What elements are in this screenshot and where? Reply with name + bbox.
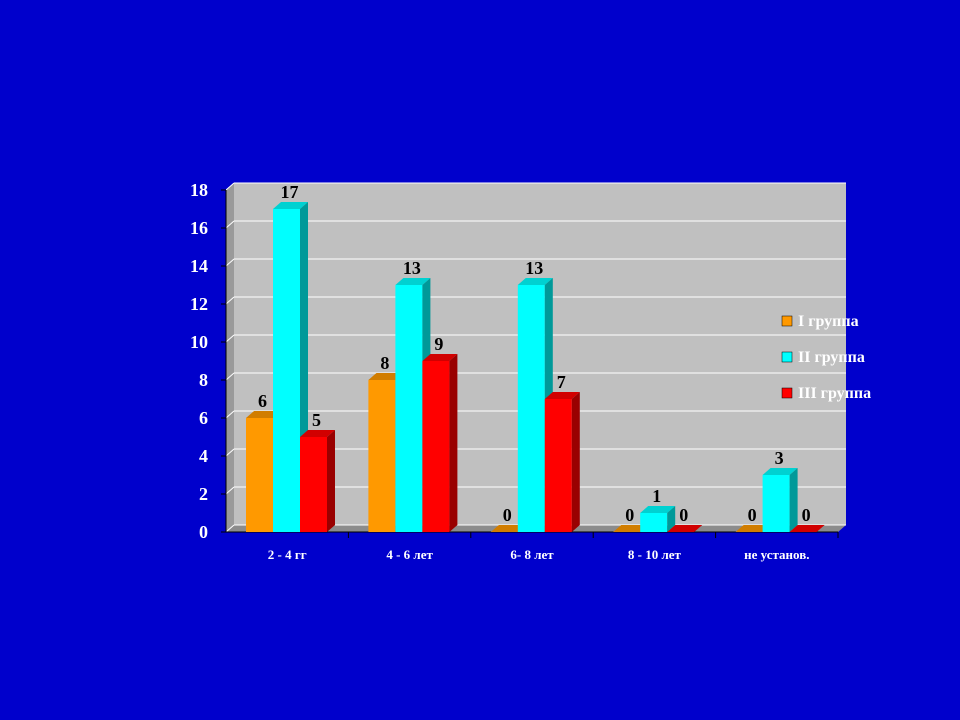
data-label: 0 bbox=[503, 505, 512, 525]
gridline-side bbox=[225, 258, 235, 267]
gridline-side bbox=[225, 296, 235, 305]
gridline-side bbox=[225, 182, 235, 191]
data-label: 0 bbox=[625, 505, 634, 525]
bar-front bbox=[273, 209, 300, 532]
y-tick-label: 16 bbox=[190, 218, 208, 238]
y-tick-label: 14 bbox=[190, 256, 208, 276]
bar-front bbox=[368, 380, 396, 532]
bar-top bbox=[517, 278, 553, 285]
y-tick-label: 12 bbox=[190, 294, 208, 314]
bar bbox=[300, 430, 335, 532]
x-category-label: 8 - 10 лет bbox=[628, 547, 682, 562]
bar-top bbox=[490, 525, 526, 532]
bar bbox=[762, 468, 798, 532]
bar bbox=[544, 392, 580, 532]
bar-front bbox=[300, 437, 327, 532]
bar bbox=[735, 525, 771, 532]
bar-side bbox=[449, 354, 458, 532]
data-label: 1 bbox=[652, 486, 661, 506]
y-tick-label: 0 bbox=[199, 522, 208, 542]
bar-top bbox=[422, 354, 458, 361]
bar-front bbox=[517, 285, 545, 532]
legend-swatch bbox=[781, 351, 793, 363]
bar-front bbox=[640, 513, 668, 532]
bar-top bbox=[762, 468, 798, 475]
y-tick-label: 6 bbox=[199, 408, 208, 428]
bar bbox=[422, 354, 458, 532]
x-category-label: 6- 8 лет bbox=[510, 547, 554, 562]
gridline-side bbox=[225, 220, 235, 229]
bar-top bbox=[368, 373, 404, 380]
plot-side-wall bbox=[226, 183, 234, 532]
x-axis-labels: 2 - 4 гг 4 - 6 лет 6- 8 лет 8 - 10 лет не ус… bbox=[268, 547, 810, 562]
data-label: 17 bbox=[281, 182, 299, 202]
bar-front bbox=[544, 399, 572, 532]
gridline-side bbox=[225, 486, 235, 495]
data-label: 5 bbox=[312, 410, 321, 430]
bar-top bbox=[789, 525, 825, 532]
bar bbox=[490, 525, 526, 532]
bar-side bbox=[571, 392, 580, 532]
y-tick-label: 2 bbox=[199, 484, 208, 504]
bar bbox=[789, 525, 825, 532]
legend-label: II группа bbox=[798, 349, 865, 366]
x-category-label: не установ. bbox=[744, 547, 809, 562]
legend: I группа II группа III группа bbox=[781, 313, 871, 402]
gridline-side bbox=[225, 410, 235, 419]
data-label: 0 bbox=[679, 505, 688, 525]
legend-swatch bbox=[781, 387, 793, 399]
bar-top bbox=[273, 202, 308, 209]
data-label: 0 bbox=[748, 505, 757, 525]
data-label: 6 bbox=[258, 391, 267, 411]
x-category-label: 2 - 4 гг bbox=[268, 547, 307, 562]
bar bbox=[613, 525, 649, 532]
bar-front bbox=[762, 475, 790, 532]
bar-front bbox=[422, 361, 450, 532]
data-label: 7 bbox=[557, 372, 566, 392]
bar-top bbox=[667, 525, 703, 532]
y-tick-label: 4 bbox=[199, 446, 208, 466]
data-label: 13 bbox=[403, 258, 421, 278]
bar-side bbox=[789, 468, 798, 532]
bar-top bbox=[395, 278, 431, 285]
bar bbox=[667, 525, 703, 532]
y-tick-label: 18 bbox=[190, 180, 208, 200]
gridline-side bbox=[225, 334, 235, 343]
bar-top bbox=[246, 411, 281, 418]
bar-top bbox=[613, 525, 649, 532]
legend-label: I группа bbox=[798, 313, 859, 330]
y-tick-label: 8 bbox=[199, 370, 208, 390]
gridline-side bbox=[225, 448, 235, 457]
bar-top bbox=[300, 430, 335, 437]
bar-front bbox=[246, 418, 273, 532]
bar bbox=[640, 506, 676, 532]
bar-top bbox=[735, 525, 771, 532]
x-category-label: 4 - 6 лет bbox=[386, 547, 433, 562]
bar-top bbox=[640, 506, 676, 513]
chart-bars bbox=[246, 202, 825, 532]
legend-label: III группа bbox=[798, 385, 871, 402]
bar-side bbox=[667, 506, 676, 532]
data-label: 0 bbox=[802, 505, 811, 525]
gridline-side bbox=[225, 372, 235, 381]
gridline-side bbox=[225, 524, 235, 533]
data-label: 3 bbox=[775, 448, 784, 468]
bar-side bbox=[327, 430, 335, 532]
bar-front bbox=[395, 285, 423, 532]
y-tick-label: 10 bbox=[190, 332, 208, 352]
bar-top bbox=[544, 392, 580, 399]
y-axis-labels: 0 2 4 6 8 10 12 14 16 18 bbox=[190, 180, 208, 542]
data-label: 13 bbox=[525, 258, 543, 278]
data-label: 9 bbox=[434, 334, 443, 354]
data-label: 8 bbox=[380, 353, 389, 373]
legend-swatch bbox=[781, 315, 793, 327]
